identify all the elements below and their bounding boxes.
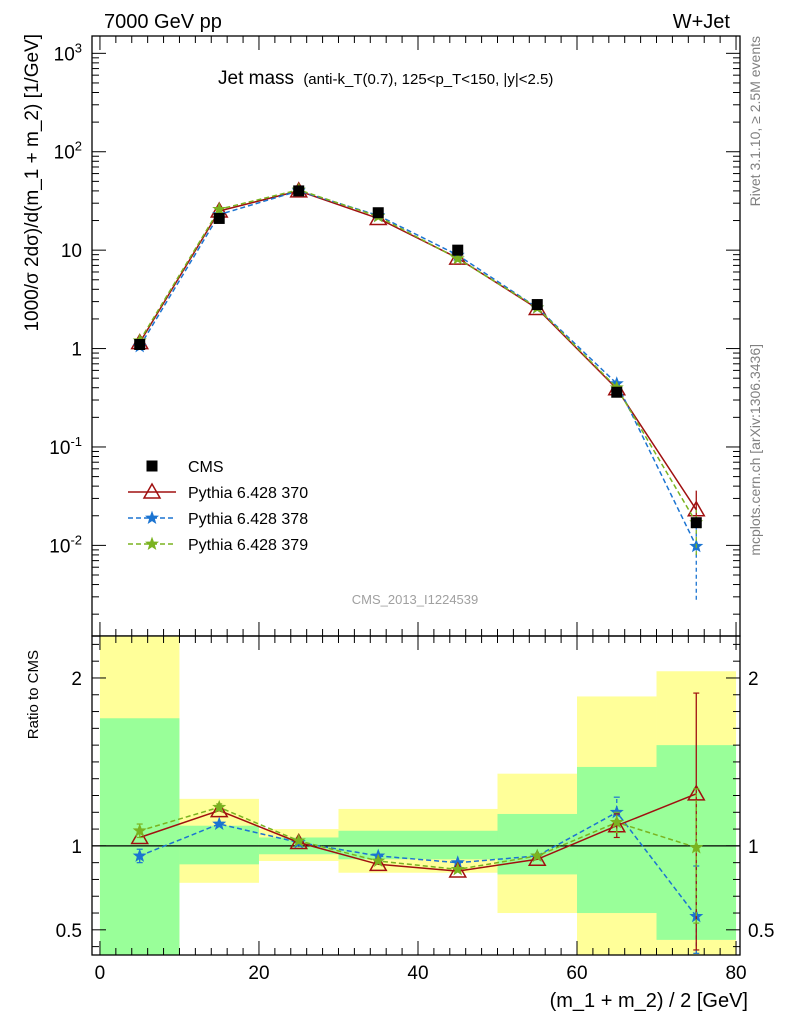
- main-point: [450, 251, 465, 265]
- plot-title-detail: (anti-k_T(0.7), 125<p_T<150, |y|<2.5): [303, 71, 553, 88]
- main-ytick-label: 1: [71, 340, 82, 361]
- legend-entry: CMS: [146, 459, 224, 476]
- ratio-point: [609, 814, 624, 829]
- ratio-point: [527, 849, 547, 867]
- main-series-line: [139, 190, 697, 547]
- ratio-series-line: [139, 806, 697, 871]
- ratio-point: [686, 784, 706, 801]
- ratio-point: [209, 801, 229, 818]
- main-point: [213, 212, 225, 224]
- ratio-ytick-label-left: 2: [71, 669, 82, 690]
- ratio-point: [530, 848, 545, 862]
- main-point: [611, 386, 623, 398]
- main-point: [372, 207, 384, 219]
- plot-title-main: Jet mass: [218, 68, 294, 89]
- ratio-xtick-label: 40: [407, 963, 428, 984]
- main-ytick-label: 10-2: [49, 532, 82, 557]
- legend-marker: [144, 536, 160, 550]
- legend-label: CMS: [188, 459, 224, 476]
- ratio-point: [212, 816, 227, 831]
- legend-marker: [144, 510, 160, 524]
- legend-entry: Pythia 6.428 379: [128, 536, 308, 554]
- main-point: [690, 517, 702, 529]
- side-rivet-label: Rivet 3.1.10, ≥ 2.5M events: [747, 36, 763, 206]
- ratio-xlabel: (m_1 + m_2) / 2 [GeV]: [550, 990, 748, 1012]
- main-ytick-label: 10-1: [49, 434, 82, 459]
- ratio-series-line: [139, 793, 697, 872]
- legend-marker: [146, 460, 158, 472]
- ratio-ytick-label-left: 0.5: [56, 921, 82, 942]
- legend-label: Pythia 6.428 379: [188, 537, 308, 554]
- ratio-band-green: [179, 825, 259, 865]
- energy-label: 7000 GeV pp: [104, 11, 222, 33]
- ratio-point: [132, 848, 147, 862]
- ratio-point: [291, 833, 306, 847]
- main-point: [531, 299, 543, 311]
- main-ylabel: 1000/σ 2dσ)/d(m_1 + m_2) [1/GeV]: [22, 34, 43, 332]
- main-ytick-label: 10: [61, 241, 82, 262]
- legend-marker: [142, 482, 162, 499]
- legend-label: Pythia 6.428 378: [188, 511, 308, 528]
- ratio-ylabel: Ratio to CMS: [25, 650, 42, 739]
- main-ytick-label: 102: [54, 139, 82, 164]
- ratio-point: [689, 840, 704, 854]
- main-point: [452, 244, 464, 256]
- legend: CMS Pythia 6.428 370 Pythia 6.428 378 Pythi…: [128, 459, 308, 554]
- main-point: [212, 201, 227, 216]
- ratio-panel: 0.5 0.51 12 20 20 40 60 80: [56, 635, 774, 984]
- ratio-point: [368, 854, 388, 872]
- ratio-xtick-label: 20: [248, 963, 269, 984]
- ratio-frame: [91, 635, 741, 956]
- ratio-ytick-label-right: 1: [748, 837, 759, 858]
- ratio-xtick-label: 80: [725, 963, 746, 984]
- main-series-0: [134, 185, 702, 529]
- ratio-series-2: [132, 788, 704, 924]
- side-mcplots-label: mcplots.cern.ch [arXiv:1306.3436]: [747, 344, 763, 556]
- ratio-point: [212, 799, 227, 814]
- ratio-ytick-label-left: 1: [71, 837, 82, 858]
- ratio-point: [448, 861, 468, 878]
- ratio-band-green: [338, 830, 498, 860]
- ratio-point: [450, 861, 465, 876]
- ratio-point: [289, 832, 309, 850]
- main-point: [134, 338, 146, 350]
- legend-entry: Pythia 6.428 378: [128, 510, 308, 528]
- ratio-xtick-label: 60: [566, 963, 587, 984]
- process-label: W+Jet: [673, 11, 731, 33]
- legend-entry: Pythia 6.428 370: [128, 482, 308, 502]
- ratio-ytick-label-right: 2: [748, 669, 759, 690]
- main-point: [293, 185, 305, 197]
- ratio-band-green: [577, 766, 657, 914]
- ratio-xtick-label: 0: [95, 963, 106, 984]
- main-series-line: [139, 189, 697, 524]
- main-ytick-label: 103: [54, 40, 82, 65]
- ratio-series-line: [139, 811, 697, 917]
- ratio-point: [132, 823, 147, 837]
- legend-label: Pythia 6.428 370: [188, 485, 308, 502]
- ratio-point: [371, 853, 386, 867]
- ratio-ytick-label-right: 0.5: [748, 921, 774, 942]
- plot-title: Jet mass (anti-k_T(0.7), 125<p_T<150, |y…: [218, 68, 553, 89]
- watermark: CMS_2013_I1224539: [352, 592, 479, 607]
